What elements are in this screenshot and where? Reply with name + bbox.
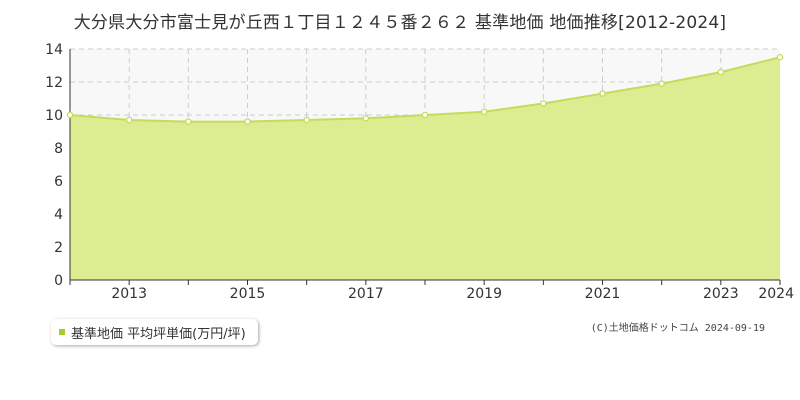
data-points bbox=[66, 54, 784, 125]
data-point bbox=[185, 118, 192, 125]
area-fill bbox=[70, 57, 780, 280]
data-point bbox=[66, 111, 74, 119]
credit-text: (C)土地価格ドットコム 2024-09-19 bbox=[590, 323, 765, 334]
chart-title: 大分県大分市富士見が丘西１丁目１２４５番２６２ 基準地価 地価推移[2012-2… bbox=[73, 13, 727, 33]
data-point bbox=[244, 118, 251, 125]
x-tick-label: 2015 bbox=[230, 286, 266, 302]
x-tick-label: 2019 bbox=[466, 286, 502, 302]
x-tick-label: 2024 bbox=[758, 286, 794, 302]
data-point bbox=[717, 68, 725, 76]
data-point bbox=[658, 80, 665, 87]
x-tick-label: 2023 bbox=[703, 286, 739, 302]
data-point bbox=[776, 54, 784, 61]
data-point bbox=[421, 111, 429, 119]
data-point bbox=[125, 116, 133, 124]
y-tick-label: 4 bbox=[54, 207, 63, 223]
data-point bbox=[480, 108, 488, 115]
data-point bbox=[362, 115, 370, 122]
y-tick-label: 6 bbox=[54, 174, 63, 190]
y-tick-label: 12 bbox=[45, 75, 63, 91]
y-tick-label: 0 bbox=[54, 273, 63, 289]
x-tick-labels: 2013 2015 2017 2019 2021 2023 2024 bbox=[111, 286, 794, 302]
legend-label: 基準地価 平均坪単価(万円/坪) bbox=[71, 326, 246, 342]
axes bbox=[69, 49, 781, 285]
x-tick-label: 2021 bbox=[585, 286, 621, 302]
y-tick-label: 10 bbox=[45, 108, 63, 124]
data-point bbox=[540, 100, 547, 107]
y-tick-label: 8 bbox=[54, 141, 63, 157]
y-tick-labels: 0 2 4 6 8 10 12 14 bbox=[45, 42, 63, 289]
x-tick-label: 2013 bbox=[111, 286, 147, 302]
y-tick-label: 2 bbox=[54, 240, 63, 256]
y-tick-label: 14 bbox=[45, 42, 63, 58]
legend-swatch bbox=[59, 329, 65, 335]
x-tick-label: 2017 bbox=[348, 286, 384, 302]
data-point bbox=[303, 116, 310, 124]
data-point bbox=[599, 90, 606, 97]
legend: 基準地価 平均坪単価(万円/坪) bbox=[51, 319, 258, 345]
